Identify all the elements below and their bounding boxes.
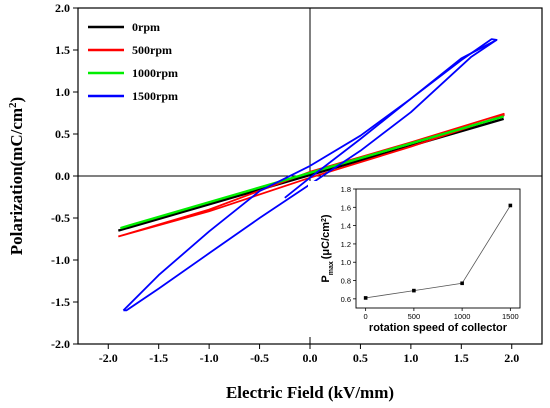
y-tick-label: 0.0 — [55, 169, 70, 183]
y-tick-label: -1.5 — [51, 295, 70, 309]
x-tick-label: -0.5 — [250, 351, 269, 365]
x-tick-label: 1.5 — [454, 351, 469, 365]
inset-y-tick-label: 1.4 — [341, 222, 351, 231]
inset-data-point — [508, 203, 513, 208]
inset-data-point — [460, 281, 464, 286]
legend-label-0rpm: 0rpm — [132, 20, 160, 34]
series-1000rpm — [120, 115, 505, 230]
y-tick-label: -2.0 — [51, 337, 70, 351]
inset-x-tick-label: 1000 — [454, 312, 471, 321]
inset-x-tick-label: 0 — [364, 312, 368, 321]
y-tick-label: 1.5 — [55, 43, 70, 57]
x-axis-title: Electric Field (kV/mm) — [226, 383, 394, 402]
x-tick-label: -1.0 — [200, 351, 219, 365]
x-tick-label: -2.0 — [99, 351, 118, 365]
inset-y-tick-label: 1.8 — [341, 185, 351, 194]
inset-background — [308, 181, 530, 337]
y-tick-label: 2.0 — [55, 1, 70, 15]
inset-plot: 0 500 1000 1500 0.6 0.8 1.0 1.2 1.4 1.6 1.8 rotatio… — [308, 181, 530, 337]
series-line-1000rpm — [120, 115, 505, 230]
inset-frame — [355, 188, 521, 309]
x-tick-label: 0.0 — [303, 351, 318, 365]
inset-y-tick-label: 1.6 — [341, 203, 351, 212]
y-axis-title: Polarization(mC/cm2) — [7, 97, 26, 255]
inset-y-axis-title: Pmax(μC/cm2) — [320, 214, 335, 283]
inset-y-tick-label: 0.8 — [341, 277, 351, 286]
inset-data-point — [363, 296, 368, 300]
inset-y-tick-label: 1.0 — [341, 258, 351, 267]
y-tick-label: 1.0 — [55, 85, 70, 99]
y-tick-label: -1.0 — [51, 253, 70, 267]
inset-x-tick-label: 1500 — [502, 312, 519, 321]
inset-y-tick-label: 1.2 — [341, 240, 351, 249]
x-tick-label: 0.5 — [353, 351, 368, 365]
inset-data-point — [412, 288, 416, 293]
inset-x-tick-label: 500 — [408, 312, 421, 321]
y-tick-label: 0.5 — [55, 127, 70, 141]
legend-label-500rpm: 500rpm — [132, 43, 172, 57]
inset-y-tick-label: 0.6 — [341, 295, 351, 304]
main-plot: -2.0 -1.5 -1.0 -0.5 0.0 0.5 1.0 1.5 2.0 -2.0 -1.5 -… — [7, 1, 543, 402]
x-tick-label: -1.5 — [149, 351, 168, 365]
legend-label-1500rpm: 1500rpm — [132, 89, 178, 103]
inset-x-axis-title: rotation speed of collector — [369, 322, 508, 334]
series-tail-1500rpm — [284, 39, 498, 199]
x-tick-label: 1.0 — [403, 351, 418, 365]
legend-label-1000rpm: 1000rpm — [132, 66, 178, 80]
series-1500rpm — [122, 38, 498, 312]
x-tick-label: 2.0 — [504, 351, 519, 365]
y-tick-label: -0.5 — [51, 211, 70, 225]
inset-series-line — [365, 205, 511, 299]
legend: 0rpm 500rpm 1000rpm 1500rpm — [88, 20, 178, 103]
